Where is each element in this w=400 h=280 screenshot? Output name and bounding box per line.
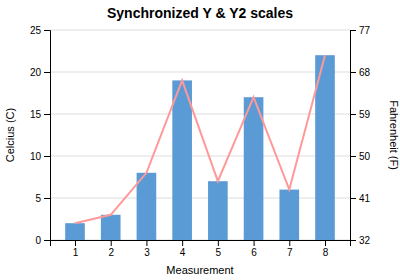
tick-label: 68 — [359, 67, 371, 78]
bar — [244, 97, 264, 240]
chart: 1 2 3 4 5 6 7 8 0 5 10 15 20 25 32 41 50 59 68 77 Synchroniz… — [0, 0, 400, 280]
tick: 68 — [350, 67, 371, 78]
grid-line — [50, 198, 350, 199]
tick-mark — [350, 156, 356, 157]
tick-label: 5 — [35, 193, 41, 204]
tick-label: 41 — [359, 193, 371, 204]
bar — [172, 80, 192, 240]
grid-line — [50, 114, 350, 115]
tick-label: 0 — [35, 235, 41, 246]
tick-mark — [44, 240, 50, 241]
bar — [279, 190, 299, 240]
tick-mark — [350, 30, 356, 31]
tick-label: 1 — [73, 247, 79, 258]
grid — [50, 30, 350, 240]
tick-mark — [44, 114, 50, 115]
tick-label: 32 — [359, 235, 371, 246]
tick-label: 25 — [30, 25, 42, 36]
tick-label: 2 — [108, 247, 114, 258]
title: Synchronized Y & Y2 scales — [107, 5, 293, 21]
tick: 10 — [30, 151, 50, 162]
tick-mark — [44, 30, 50, 31]
tick: 41 — [350, 193, 371, 204]
tick: 0 — [35, 235, 50, 246]
tick: 77 — [350, 25, 371, 36]
tick-mark — [75, 240, 76, 246]
tick-label: 4 — [180, 247, 186, 258]
tick: 32 — [350, 235, 371, 246]
tick-label: 77 — [359, 25, 371, 36]
tick-label: 20 — [30, 67, 42, 78]
y-axis: 0 5 10 15 20 25 — [30, 25, 51, 246]
y2-axis-label: Fahrenheit (F) — [388, 100, 400, 170]
tick-label: 50 — [359, 151, 371, 162]
tick: 50 — [350, 151, 371, 162]
axis-line — [51, 241, 351, 247]
bar — [137, 173, 157, 240]
tick: 20 — [30, 67, 50, 78]
line — [75, 55, 325, 223]
tick-label: 15 — [30, 109, 42, 120]
tick: 59 — [350, 109, 371, 120]
plot-area: 1 2 3 4 5 6 7 8 0 5 10 15 20 25 32 41 50 59 68 77 — [30, 25, 371, 258]
tick-mark — [111, 240, 112, 246]
tick: 7 — [287, 240, 293, 258]
grid-line — [50, 156, 350, 157]
tick: 5 — [216, 240, 222, 258]
axis-line — [44, 31, 51, 241]
tick: 15 — [30, 109, 50, 120]
tick-mark — [350, 240, 356, 241]
tick-label: 5 — [216, 247, 222, 258]
tick-mark — [182, 240, 183, 246]
bar — [65, 223, 85, 240]
tick-mark — [350, 114, 356, 115]
tick-mark — [325, 240, 326, 246]
grid-line — [50, 30, 350, 31]
tick-mark — [350, 72, 356, 73]
tick: 25 — [30, 25, 50, 36]
tick-label: 59 — [359, 109, 371, 120]
y-axis-label: Celcius (C) — [4, 108, 16, 162]
tick-mark — [254, 240, 255, 246]
tick: 1 — [73, 240, 79, 258]
tick: 3 — [144, 240, 150, 258]
tick-mark — [146, 240, 147, 246]
tick-mark — [44, 198, 50, 199]
y2-axis: 32 41 50 59 68 77 — [350, 25, 371, 246]
tick-mark — [218, 240, 219, 246]
tick-mark — [289, 240, 290, 246]
x-axis-label: Measurement — [166, 264, 233, 276]
tick-label: 3 — [144, 247, 150, 258]
tick: 4 — [180, 240, 186, 258]
tick-label: 8 — [323, 247, 329, 258]
tick: 5 — [35, 193, 50, 204]
bar — [101, 215, 121, 240]
marks — [65, 55, 335, 240]
x-axis: 1 2 3 4 5 6 7 8 — [51, 240, 351, 258]
tick-mark — [44, 156, 50, 157]
grid-line — [50, 72, 350, 73]
bar — [208, 181, 228, 240]
tick: 6 — [251, 240, 257, 258]
axis-line — [351, 31, 357, 241]
tick-label: 10 — [30, 151, 42, 162]
tick: 8 — [323, 240, 329, 258]
tick-label: 7 — [287, 247, 293, 258]
tick-label: 6 — [251, 247, 257, 258]
tick: 2 — [108, 240, 114, 258]
tick-mark — [44, 72, 50, 73]
tick-mark — [350, 198, 356, 199]
